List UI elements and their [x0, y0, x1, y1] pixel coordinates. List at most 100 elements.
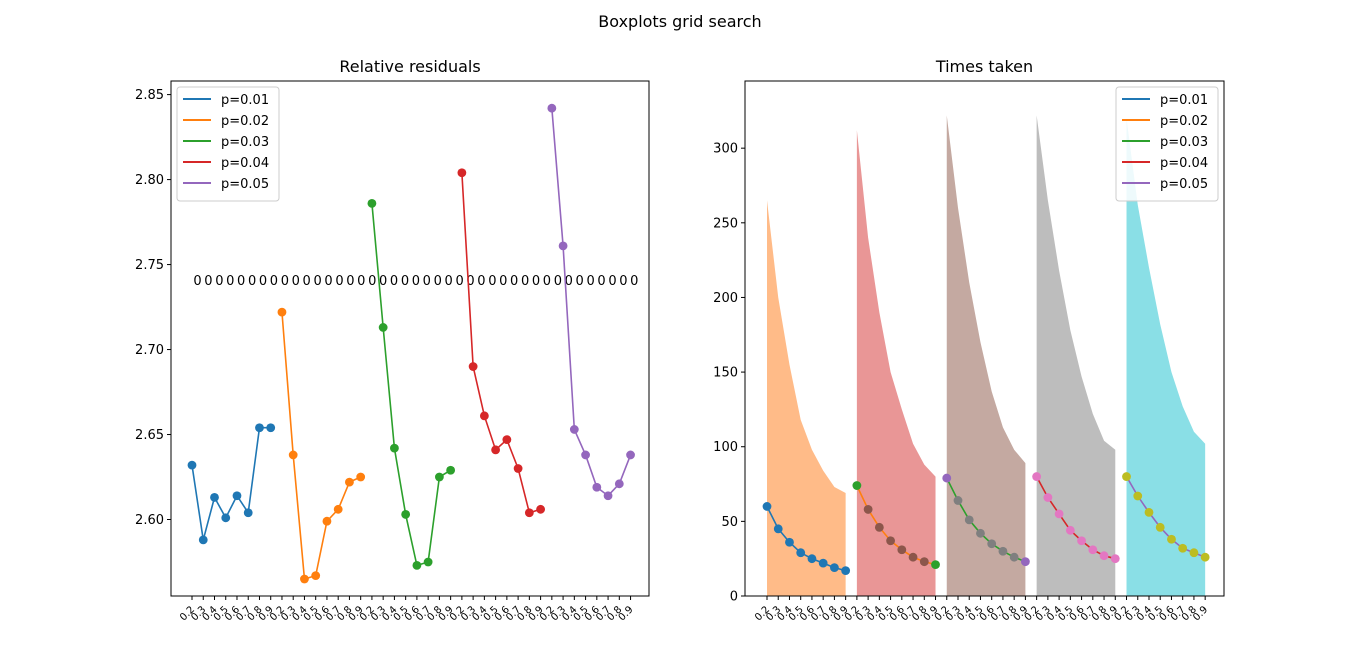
data-point: [322, 516, 332, 526]
series-line-p=0.01: [191, 426, 271, 541]
data-point: [987, 539, 997, 549]
data-point: [942, 473, 952, 483]
data-point: [818, 558, 828, 568]
data-point: [569, 425, 579, 434]
data-point: [1110, 554, 1120, 564]
legend-entry: p=0.03: [221, 135, 269, 150]
data-point: [1189, 548, 1199, 558]
data-point: [807, 554, 817, 564]
zero-annotation: 0: [259, 274, 267, 289]
legend-entry: p=0.01: [1160, 93, 1208, 108]
zero-annotation: 0: [477, 274, 485, 289]
data-point: [592, 482, 602, 492]
y-tick-label: 0: [730, 590, 738, 605]
data-point: [998, 546, 1008, 556]
zero-annotation: 0: [445, 274, 453, 289]
zero-annotation: 0: [357, 274, 365, 289]
zero-annotation: 0: [281, 274, 289, 289]
zero-annotation: 0: [554, 274, 562, 289]
series-line-p=0.04: [461, 172, 541, 514]
zero-annotation: 0: [510, 274, 518, 289]
data-point: [1032, 472, 1042, 481]
zero-annotation: 0: [292, 274, 300, 289]
axes-frame: [744, 80, 1225, 597]
y-tick-label: 300: [713, 142, 738, 157]
y-tick-label: 100: [713, 440, 738, 455]
data-point: [1021, 557, 1030, 567]
zero-annotation: 0: [488, 274, 496, 289]
legend-frame: [1115, 86, 1219, 202]
zero-annotation: 0: [346, 274, 354, 289]
data-point: [468, 362, 478, 371]
data-point: [446, 465, 456, 475]
y-tick-label: 2.65: [135, 428, 164, 443]
zero-annotation: 0: [619, 274, 627, 289]
data-point: [187, 460, 197, 470]
y-tick-label: 50: [721, 515, 738, 530]
legend: p=0.01 p=0.02 p=0.03 p=0.04 p=0.05: [1115, 86, 1219, 202]
data-point: [210, 493, 219, 502]
zero-annotation: 0: [423, 274, 431, 289]
data-point: [288, 450, 298, 460]
zero-annotation: 0: [335, 274, 343, 289]
zero-annotation: 0: [226, 274, 234, 289]
data-point: [1144, 508, 1154, 517]
legend-entry: p=0.03: [1160, 135, 1208, 150]
legend-frame: [176, 86, 280, 202]
legend-entry: p=0.04: [1160, 156, 1208, 171]
data-point: [976, 528, 985, 538]
legend-entry: p=0.02: [221, 114, 269, 129]
data-point: [762, 502, 772, 511]
data-point: [1200, 552, 1210, 562]
data-point: [953, 496, 963, 505]
data-point: [221, 513, 231, 523]
zero-annotation: 0: [630, 274, 638, 289]
data-point: [434, 472, 444, 482]
legend-entry: p=0.01: [221, 93, 269, 108]
data-point: [378, 323, 388, 332]
data-point: [412, 561, 422, 570]
zero-annotation: 0: [313, 274, 321, 289]
data-point: [1099, 551, 1109, 561]
zero-annotation: 0: [303, 274, 311, 289]
y-tick-label: 2.75: [135, 258, 164, 273]
zero-annotation: 0: [401, 274, 409, 289]
data-point: [964, 515, 974, 525]
data-point: [311, 571, 321, 580]
y-tick-label: 150: [713, 366, 738, 381]
data-point: [513, 464, 523, 473]
data-point: [367, 198, 377, 208]
data-point: [886, 536, 895, 546]
fill-area-p=0.05: [1126, 118, 1206, 596]
zero-annotation: 0: [455, 274, 463, 289]
axes-times-taken: Times taken0501001502002503000.20.30.40.…: [713, 57, 1225, 623]
data-point: [266, 423, 276, 433]
data-point: [356, 472, 366, 482]
data-point: [1178, 543, 1188, 553]
data-point: [479, 411, 489, 421]
data-point: [277, 307, 287, 317]
zero-annotation: 0: [586, 274, 594, 289]
data-point: [614, 479, 624, 489]
data-point: [1088, 545, 1098, 555]
data-point: [931, 560, 940, 570]
zero-annotation: 0: [576, 274, 584, 289]
data-point: [1167, 534, 1176, 544]
y-tick-label: 2.85: [135, 88, 164, 103]
data-point: [1155, 522, 1165, 532]
zero-annotation: 0: [521, 274, 529, 289]
data-point: [626, 450, 635, 460]
zero-annotation: 0: [324, 274, 332, 289]
zero-annotation: 0: [204, 274, 212, 289]
data-point: [830, 563, 839, 573]
axes-frame: [170, 80, 650, 597]
zero-annotation: 0: [543, 274, 551, 289]
fill-area-p=0.02: [856, 130, 936, 596]
data-point: [1065, 525, 1075, 535]
data-point: [852, 481, 862, 490]
data-point: [232, 491, 242, 501]
fill-area-p=0.03: [946, 115, 1026, 596]
data-point: [1043, 493, 1053, 502]
